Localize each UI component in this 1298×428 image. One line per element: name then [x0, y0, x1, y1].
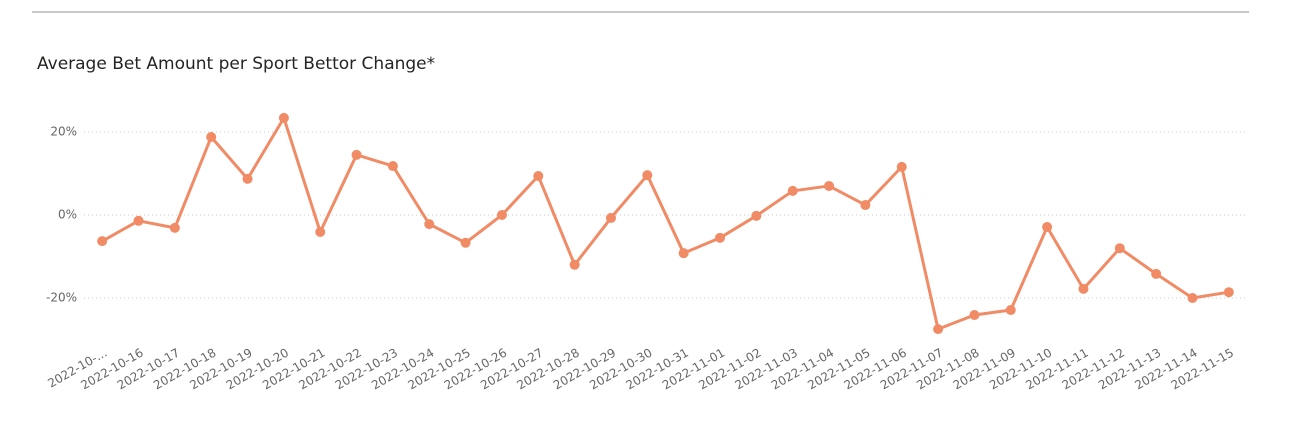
point — [97, 236, 108, 247]
point — [605, 212, 616, 223]
point — [969, 310, 980, 321]
point — [933, 324, 944, 335]
point — [1042, 222, 1053, 233]
point — [1151, 268, 1162, 279]
point — [1223, 287, 1234, 298]
point — [824, 180, 835, 191]
point — [1114, 243, 1125, 254]
point — [715, 232, 726, 243]
y-tick-label: 0% — [58, 208, 77, 222]
point — [1187, 293, 1198, 303]
point — [460, 237, 471, 248]
line — [101, 116, 1230, 331]
chart-title: Average Bet Amount per Sport Bettor Chan… — [37, 54, 435, 74]
point — [860, 200, 871, 211]
point — [787, 185, 798, 196]
point — [133, 215, 144, 226]
point — [351, 149, 362, 160]
point — [678, 248, 689, 259]
point — [206, 131, 217, 142]
point — [569, 259, 580, 270]
point — [1005, 305, 1016, 316]
point — [1078, 283, 1089, 294]
point — [315, 227, 326, 238]
point — [278, 112, 289, 123]
y-tick-label: 20% — [50, 125, 77, 139]
point — [424, 219, 435, 230]
point — [169, 222, 180, 233]
point — [896, 161, 907, 172]
point — [751, 210, 762, 221]
y-tick-label: -20% — [46, 291, 77, 305]
point — [242, 173, 253, 184]
point — [533, 170, 544, 181]
point — [496, 210, 507, 220]
point — [387, 161, 398, 172]
point — [642, 170, 653, 181]
